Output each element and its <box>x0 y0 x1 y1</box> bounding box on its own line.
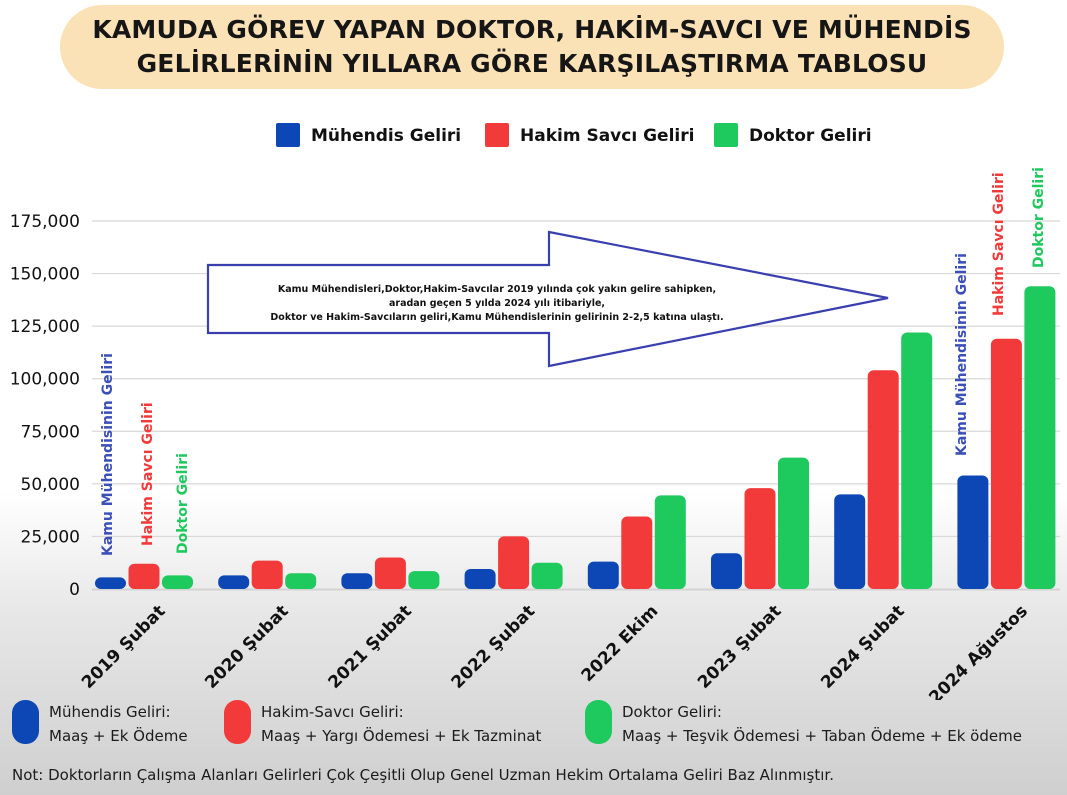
bar <box>1024 286 1056 589</box>
bar <box>464 569 496 589</box>
legend-desc-title: Mühendis Geliri: <box>49 703 171 721</box>
legend-swatch <box>276 123 300 147</box>
legend-label: Doktor Geliri <box>749 126 872 146</box>
x-axis: 2019 Şubat 2020 Şubat 2021 Şubat 2022 Şubat… <box>78 601 1032 700</box>
legend-desc-muhendis: Mühendis Geliri: Maaş + Ek Ödeme <box>12 700 188 756</box>
x-tick-label: 2021 Şubat <box>324 601 415 692</box>
bar <box>408 571 440 589</box>
y-tick-label: 25,000 <box>21 527 80 547</box>
chart-legend: Mühendis Geliri Hakim Savcı Geliri Doktor … <box>276 123 872 147</box>
title-banner: KAMUDA GÖREV YAPAN DOKTOR, HAKİM-SAVCI V… <box>60 5 1004 89</box>
bar <box>654 495 686 589</box>
legend-desc-detail: Maaş + Yargı Ödemesi + Ek Tazminat <box>261 727 542 745</box>
y-tick-label: 150,000 <box>10 265 80 285</box>
bar <box>95 577 126 589</box>
legend-desc-detail: Maaş + Ek Ödeme <box>49 727 188 745</box>
y-axis: 0 25,000 50,000 75,000 100,000 125,000 150,000… <box>10 212 80 600</box>
legend-desc-hakim: Hakim-Savcı Geliri: Maaş + Yargı Ödemesi… <box>224 700 541 756</box>
footnote: Not: Doktorların Çalışma Alanları Gelirl… <box>12 766 834 784</box>
legend-label: Hakim Savcı Geliri <box>520 126 694 146</box>
arrow-text-line: aradan geçen 5 yılda 2024 yılı itibariyl… <box>389 298 605 309</box>
bar <box>285 573 317 589</box>
bar-annotation: Doktor Geliri <box>175 453 191 554</box>
x-tick-label: 2019 Şubat <box>78 601 169 692</box>
bar <box>587 561 619 589</box>
bar <box>901 332 933 589</box>
legend-swatch-hakim <box>224 700 251 744</box>
bar <box>711 553 742 589</box>
arrow-callout: Kamu Mühendisleri,Doktor,Hakim-Savcılar … <box>206 230 889 368</box>
legend-desc-title: Doktor Geliri: <box>622 703 722 721</box>
legend-desc-doktor: Doktor Geliri: Maaş + Teşvik Ödemesi + T… <box>585 700 1022 756</box>
legend-swatch-muhendis <box>12 700 39 744</box>
bar <box>621 516 653 589</box>
x-tick-label: 2020 Şubat <box>201 601 292 692</box>
legend-desc-detail: Maaş + Teşvik Ödemesi + Taban Ödeme + Ek… <box>622 727 1022 745</box>
y-tick-label: 50,000 <box>21 475 80 495</box>
arrow-shape <box>206 230 889 368</box>
bar-annotation: Hakim Savcı Geliri <box>140 402 156 546</box>
bar <box>374 557 406 589</box>
bar <box>834 494 866 589</box>
bar <box>778 457 809 589</box>
bar <box>128 563 160 589</box>
legend-desc-title: Hakim-Savcı Geliri: <box>261 703 404 721</box>
arrow-text-line: Kamu Mühendisleri,Doktor,Hakim-Savcılar … <box>278 284 716 295</box>
bar <box>218 575 250 589</box>
annotations: Kamu Mühendisinin Geliri Hakim Savcı Geli… <box>100 167 1047 556</box>
x-tick-label: 2024 Şubat <box>817 601 908 692</box>
bar <box>531 562 563 589</box>
bar-annotation: Kamu Mühendisinin Geliri <box>954 253 970 456</box>
x-tick-label: 2022 Ekim <box>578 601 663 686</box>
legend-swatch <box>714 123 738 147</box>
x-tick-label: 2022 Şubat <box>448 601 539 692</box>
y-tick-label: 175,000 <box>10 212 80 232</box>
x-tick-label: 2024 Ağustos <box>925 601 1032 700</box>
bar <box>162 575 193 589</box>
legend-swatch-doktor <box>585 700 612 744</box>
bar <box>957 475 989 589</box>
y-tick-label: 100,000 <box>10 370 80 390</box>
bar <box>867 370 899 589</box>
bar <box>341 573 373 589</box>
bar-annotation: Kamu Mühendisinin Geliri <box>100 353 116 556</box>
bar <box>498 536 530 589</box>
bar-annotation: Hakim Savcı Geliri <box>991 172 1007 316</box>
legend-swatch <box>485 123 509 147</box>
legend-label: Mühendis Geliri <box>311 126 461 146</box>
bar-chart: 0 25,000 50,000 75,000 100,000 125,000 150,000… <box>10 123 1060 700</box>
y-tick-label: 0 <box>69 580 80 600</box>
x-tick-label: 2023 Şubat <box>694 601 785 692</box>
title-line-2: GELİRLERİNİN YILLARA GÖRE KARŞILAŞTIRMA … <box>136 49 928 78</box>
arrow-text-line: Doktor ve Hakim-Savcıların geliri,Kamu M… <box>270 312 723 323</box>
y-tick-label: 75,000 <box>21 422 80 442</box>
y-tick-label: 125,000 <box>10 317 80 337</box>
bar <box>744 488 776 589</box>
bar-annotation: Doktor Geliri <box>1031 167 1047 268</box>
bars <box>92 286 1060 591</box>
title-line-1: KAMUDA GÖREV YAPAN DOKTOR, HAKİM-SAVCI V… <box>92 15 972 44</box>
bar <box>251 560 283 589</box>
bar <box>990 338 1022 589</box>
